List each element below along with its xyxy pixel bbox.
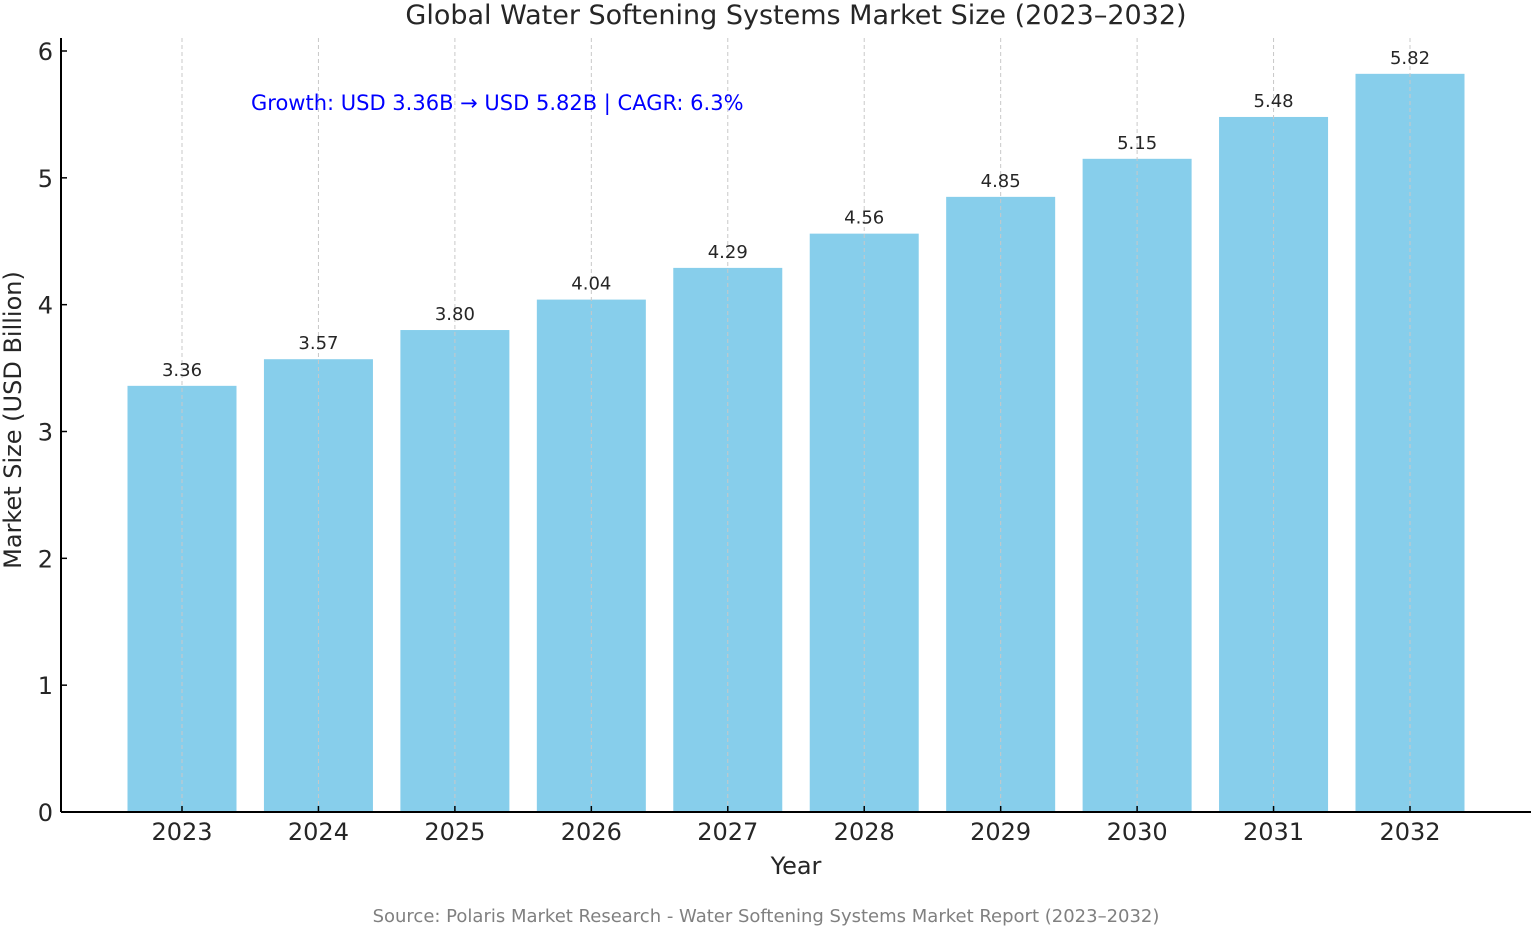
chart-title: Global Water Softening Systems Market Si… bbox=[405, 0, 1186, 31]
data-label-2023: 3.36 bbox=[162, 360, 202, 381]
data-label-2025: 3.80 bbox=[435, 304, 475, 325]
y-tick-label-5: 5 bbox=[38, 165, 53, 193]
data-label-2032: 5.82 bbox=[1390, 48, 1430, 69]
y-tick-label-3: 3 bbox=[38, 419, 53, 447]
data-label-2026: 4.04 bbox=[571, 274, 611, 295]
annotation: Growth: USD 3.36B → USD 5.82B | CAGR: 6.… bbox=[251, 91, 744, 116]
x-tick-label-2030: 2030 bbox=[1107, 818, 1168, 846]
x-tick-label-2032: 2032 bbox=[1379, 818, 1440, 846]
data-label-2027: 4.29 bbox=[708, 242, 748, 263]
x-tick-label-2025: 2025 bbox=[424, 818, 485, 846]
y-axis-label: Market Size (USD Billion) bbox=[0, 271, 27, 569]
y-tick-label-6: 6 bbox=[38, 38, 53, 66]
data-label-2030: 5.15 bbox=[1117, 133, 1157, 154]
x-tick-label-2028: 2028 bbox=[834, 818, 895, 846]
x-tick-label-2024: 2024 bbox=[288, 818, 349, 846]
bar-2027 bbox=[673, 267, 783, 812]
x-axis-label: Year bbox=[770, 852, 822, 880]
bar-2032 bbox=[1355, 73, 1465, 812]
y-tick-label-2: 2 bbox=[38, 545, 53, 573]
y-tick-label-1: 1 bbox=[38, 672, 53, 700]
ticks bbox=[61, 50, 1411, 813]
source-note: Source: Polaris Market Research - Water … bbox=[373, 906, 1160, 927]
bars bbox=[127, 73, 1465, 813]
labels: 2023 3.36 2024 3.57 2025 3.80 2026 4.04 2027 4.29… bbox=[38, 38, 1441, 846]
data-label-2031: 5.48 bbox=[1254, 91, 1294, 112]
data-label-2028: 4.56 bbox=[844, 208, 884, 229]
y-tick-label-0: 0 bbox=[38, 799, 53, 827]
x-tick-label-2027: 2027 bbox=[697, 818, 758, 846]
x-tick-label-2026: 2026 bbox=[561, 818, 622, 846]
x-tick-label-2029: 2029 bbox=[970, 818, 1031, 846]
data-label-2029: 4.85 bbox=[981, 171, 1021, 192]
x-tick-label-2023: 2023 bbox=[151, 818, 212, 846]
data-label-2024: 3.57 bbox=[298, 333, 338, 354]
gridlines-overlay bbox=[181, 38, 1411, 812]
y-tick-label-4: 4 bbox=[38, 292, 53, 320]
x-tick-label-2031: 2031 bbox=[1243, 818, 1304, 846]
